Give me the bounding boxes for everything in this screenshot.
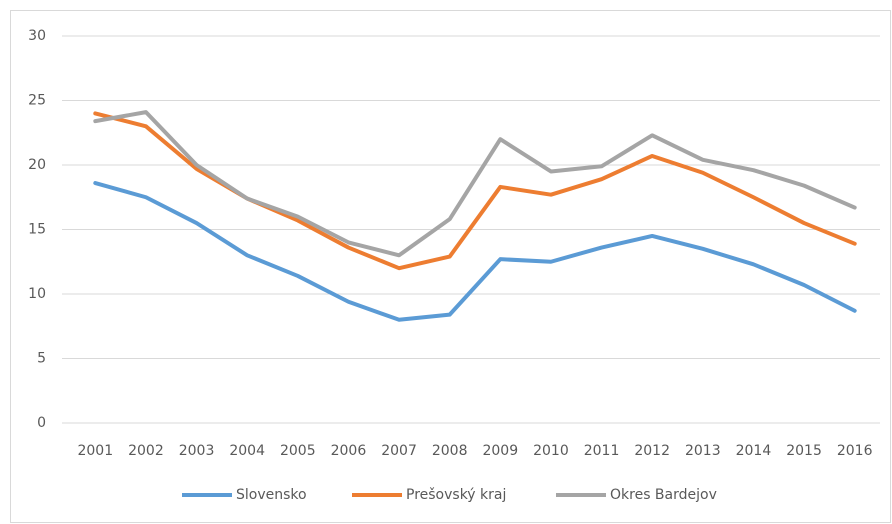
y-tick-label: 10 — [28, 286, 46, 302]
series-line — [93, 181, 857, 322]
chart-frame — [10, 10, 891, 523]
x-tick-label: 2004 — [229, 443, 265, 459]
y-tick-label: 5 — [37, 351, 46, 367]
series-line — [93, 110, 857, 258]
y-tick-label: 30 — [28, 28, 46, 44]
x-tick-label: 2013 — [685, 443, 721, 459]
x-tick-label: 2002 — [128, 443, 164, 459]
x-tick-label: 2005 — [280, 443, 316, 459]
x-tick-label: 2015 — [786, 443, 822, 459]
x-tick-label: 2007 — [381, 443, 417, 459]
legend-label: Okres Bardejov — [610, 487, 717, 503]
y-tick-label: 0 — [37, 415, 46, 431]
y-tick-label: 20 — [28, 157, 46, 173]
x-tick-label: 2010 — [533, 443, 569, 459]
x-tick-label: 2009 — [482, 443, 518, 459]
x-tick-label: 2001 — [77, 443, 113, 459]
x-tick-label: 2008 — [432, 443, 468, 459]
x-tick-label: 2006 — [331, 443, 367, 459]
legend-label: Prešovský kraj — [406, 487, 506, 503]
x-tick-label: 2016 — [837, 443, 873, 459]
y-tick-label: 25 — [28, 93, 46, 109]
y-tick-label: 15 — [28, 222, 46, 238]
x-tick-label: 2012 — [634, 443, 670, 459]
x-tick-label: 2014 — [736, 443, 772, 459]
x-tick-label: 2003 — [179, 443, 215, 459]
x-tick-label: 2011 — [584, 443, 620, 459]
legend-label: Slovensko — [236, 487, 307, 503]
